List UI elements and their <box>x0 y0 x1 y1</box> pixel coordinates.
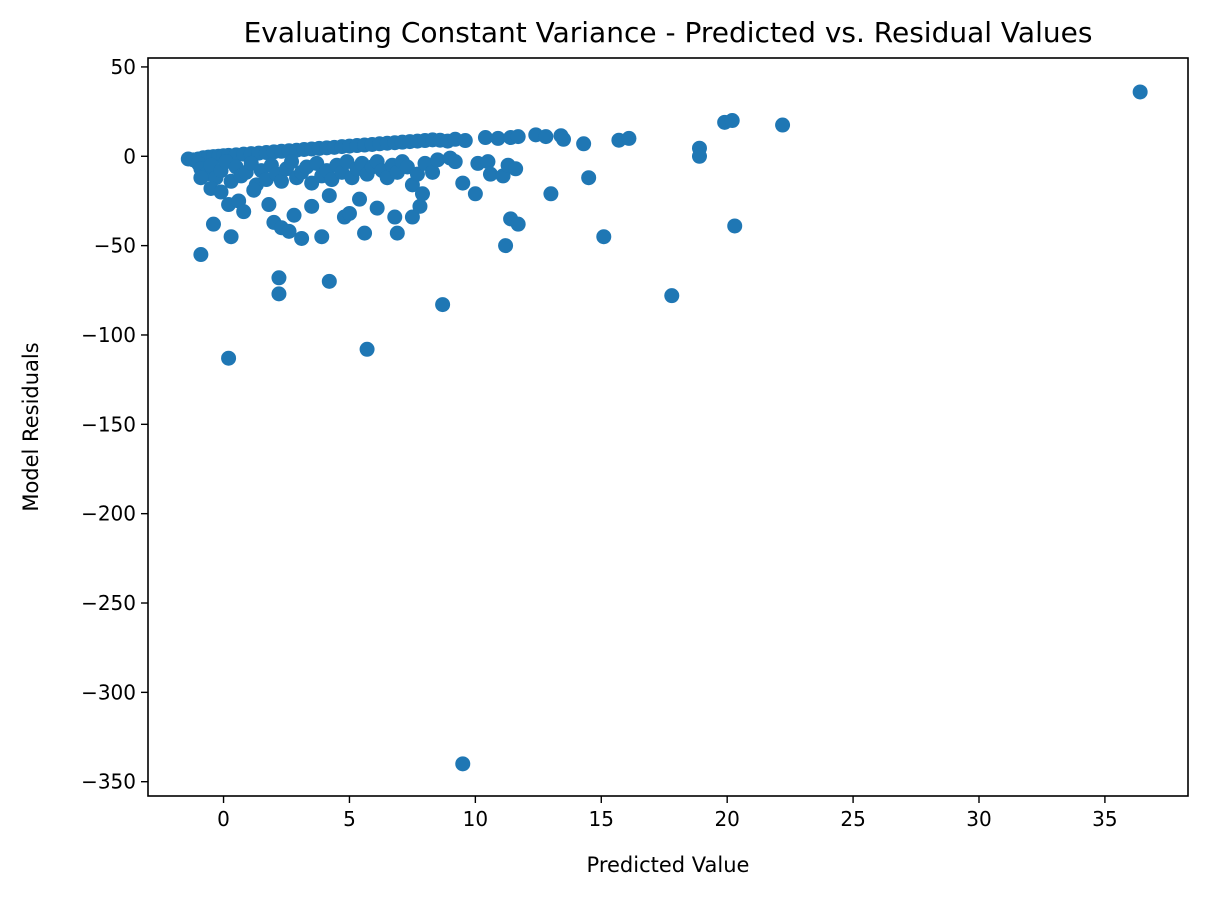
data-point <box>357 225 373 241</box>
data-point <box>352 191 368 207</box>
data-point <box>1132 84 1148 100</box>
x-tick-label: 35 <box>1092 807 1117 831</box>
data-point <box>538 129 554 145</box>
data-point <box>482 166 498 182</box>
y-tick-label: −150 <box>81 412 136 436</box>
data-point <box>581 170 597 186</box>
data-point <box>510 129 526 145</box>
plot-area-frame <box>147 57 1189 797</box>
data-point <box>193 247 209 263</box>
data-point <box>412 198 428 214</box>
data-point <box>425 164 441 180</box>
data-points <box>180 84 1148 772</box>
data-point <box>724 113 740 129</box>
data-point <box>664 288 680 304</box>
data-point <box>205 216 221 232</box>
x-tick-label: 30 <box>966 807 991 831</box>
data-point <box>447 154 463 170</box>
x-tick-label: 10 <box>463 807 488 831</box>
y-tick-label: −350 <box>81 770 136 794</box>
y-tick-label: 50 <box>111 55 136 79</box>
data-point <box>261 197 277 213</box>
data-point <box>435 297 451 313</box>
data-point <box>543 186 559 202</box>
data-point <box>286 207 302 223</box>
x-tick-label: 0 <box>217 807 230 831</box>
y-axis-label: Model Residuals <box>19 342 43 511</box>
data-point <box>508 161 524 177</box>
data-point <box>223 229 239 245</box>
data-point <box>246 182 262 198</box>
data-point <box>284 154 300 170</box>
chart-title: Evaluating Constant Variance - Predicted… <box>244 16 1093 49</box>
y-tick-label: 0 <box>123 144 136 168</box>
data-point <box>341 205 357 221</box>
data-point <box>193 170 209 186</box>
data-point <box>271 270 287 286</box>
axis-ticks: 0 5 10 15 20 25 30 35 50 0 −50 −100 −150 −200 −250 −300… <box>81 55 1118 831</box>
data-point <box>271 286 287 302</box>
y-tick-label: −50 <box>94 234 136 258</box>
data-point <box>389 225 405 241</box>
data-point <box>321 273 337 289</box>
data-point <box>775 117 791 133</box>
x-tick-label: 5 <box>343 807 356 831</box>
x-tick-label: 15 <box>589 807 614 831</box>
data-point <box>576 136 592 152</box>
data-point <box>555 131 571 147</box>
y-tick-label: −300 <box>81 680 136 704</box>
data-point <box>490 130 506 146</box>
data-point <box>727 218 743 234</box>
data-point <box>480 154 496 170</box>
data-point <box>221 350 237 366</box>
x-axis-label: Predicted Value <box>587 853 750 877</box>
data-point <box>404 209 420 225</box>
data-point <box>294 230 310 246</box>
y-tick-label: −200 <box>81 502 136 526</box>
data-point <box>236 204 252 220</box>
y-tick-label: −100 <box>81 323 136 347</box>
y-tick-label: −250 <box>81 591 136 615</box>
data-point <box>409 166 425 182</box>
data-point <box>314 229 330 245</box>
data-point <box>455 175 471 191</box>
data-point <box>498 238 514 254</box>
data-point <box>304 198 320 214</box>
data-point <box>455 756 471 772</box>
data-point <box>596 229 612 245</box>
data-point <box>430 152 446 168</box>
data-point <box>359 341 375 357</box>
data-point <box>457 133 473 149</box>
data-point <box>477 130 493 146</box>
data-point <box>510 216 526 232</box>
data-point <box>387 209 403 225</box>
data-point <box>281 223 297 239</box>
data-point <box>414 186 430 202</box>
data-point <box>621 130 637 146</box>
data-point <box>467 186 483 202</box>
x-tick-label: 25 <box>840 807 865 831</box>
data-point <box>321 188 337 204</box>
data-point <box>213 184 229 200</box>
x-tick-label: 20 <box>714 807 739 831</box>
data-point <box>369 200 385 216</box>
data-point <box>691 148 707 164</box>
data-point <box>273 173 289 189</box>
